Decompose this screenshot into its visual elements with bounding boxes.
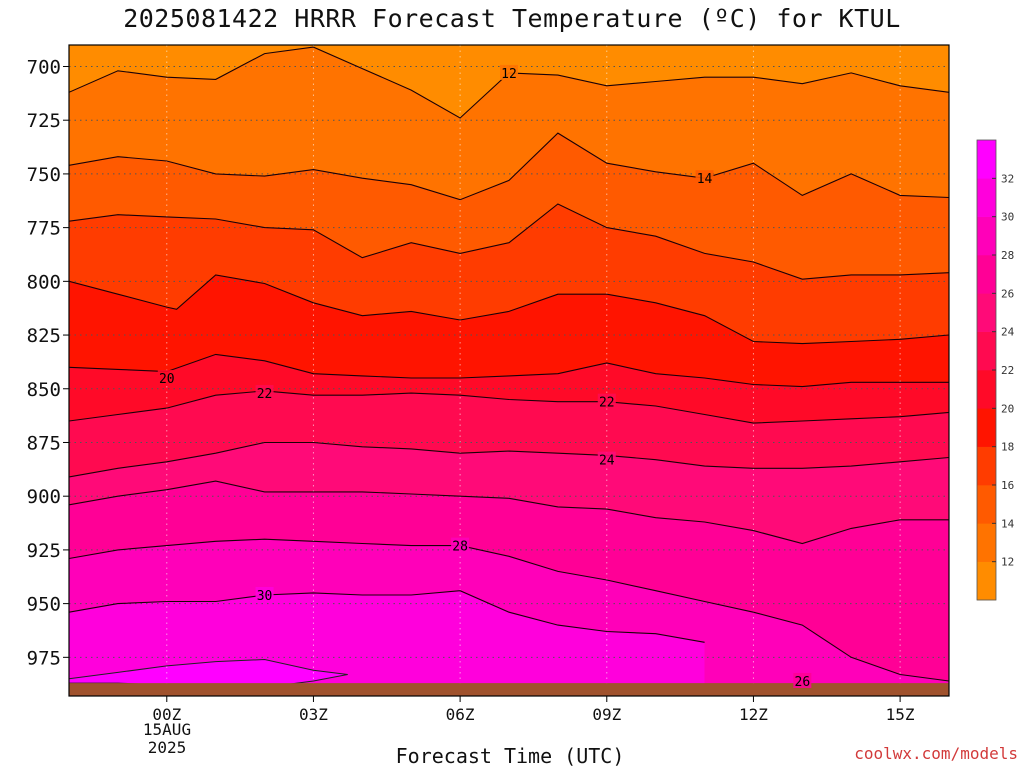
isotherm-26 <box>69 480 949 545</box>
contour-label-bg <box>597 393 616 409</box>
contour-label: 30 <box>257 589 273 604</box>
colorbar-bin <box>977 561 996 601</box>
x-tick-label: 12Z <box>739 705 768 724</box>
contour-label-bg <box>451 537 470 553</box>
colorbar-bin <box>977 140 996 179</box>
isotherm-24 <box>69 441 949 478</box>
isotherm-18 <box>69 274 949 345</box>
x-tick-label: 15Z <box>886 705 915 724</box>
colorbar-bin <box>977 216 996 256</box>
colorbar-tick-label: 32 <box>1001 172 1014 185</box>
colorbar-tick-label: 28 <box>1001 249 1014 262</box>
credit-text: coolwx.com/models <box>854 744 1018 763</box>
date-label-year: 2025 <box>147 738 187 757</box>
contour-label: 26 <box>795 675 811 690</box>
y-tick-label: 750 <box>27 164 61 186</box>
band-below-12 <box>69 45 949 118</box>
x-tick-label: 03Z <box>299 705 328 724</box>
x-tick-label: 00Z <box>152 705 181 724</box>
y-axis: 700 725 750 775 800 825 850 875 900 925 950 975 <box>27 56 69 669</box>
temperature-fill-layer <box>69 45 949 696</box>
contour-label: 12 <box>501 67 517 82</box>
band-28-30-east <box>704 601 949 696</box>
y-tick-label: 875 <box>27 432 61 454</box>
plot-frame <box>68 44 950 697</box>
colorbar-bin <box>977 446 996 486</box>
contour-label-bg <box>255 385 274 401</box>
y-tick-label: 775 <box>27 218 61 240</box>
colorbar-tick-label: 14 <box>1001 517 1015 530</box>
colorbar-bin <box>977 293 996 332</box>
y-tick-label: 700 <box>27 56 61 78</box>
colorbar-tick-label: 16 <box>1001 479 1014 492</box>
y-tick-label: 850 <box>27 379 61 401</box>
contour-label: 20 <box>159 372 175 387</box>
colorbar: 12 14 16 18 20 22 24 26 28 30 32 <box>976 139 1015 601</box>
isotherm-22 <box>69 390 949 424</box>
isotherm-28 <box>69 538 949 682</box>
contour-label-layer: 12 14 20 22 22 24 28 30 26 <box>157 64 812 690</box>
colorbar-tick-label: 30 <box>1001 211 1014 224</box>
x-tick-label: 06Z <box>446 705 475 724</box>
x-axis: 00Z 03Z 06Z 09Z 12Z 15Z <box>152 696 915 724</box>
contour-label: 24 <box>599 454 615 469</box>
colorbar-tick-label: 26 <box>1001 287 1014 300</box>
contour-label-bg <box>500 64 518 80</box>
colorbar-bin <box>977 178 996 217</box>
colorbar-tick-label: 24 <box>1001 326 1015 339</box>
isotherm-30 <box>69 590 705 643</box>
grid-layer <box>69 45 949 696</box>
colorbar-bin <box>977 255 996 294</box>
terrain-strip <box>69 683 949 696</box>
date-label-day: 15AUG <box>142 720 192 739</box>
chart-title: 2025081422 HRRR Forecast Temperature (ºC… <box>123 4 901 33</box>
y-tick-label: 925 <box>27 540 61 562</box>
y-tick-label: 800 <box>27 271 61 293</box>
contour-label: 22 <box>257 387 273 402</box>
isotherm-layer <box>69 46 949 682</box>
x-tick-label: 09Z <box>592 705 621 724</box>
colorbar-bin <box>977 485 996 524</box>
y-tick-label: 975 <box>27 647 61 669</box>
colorbar-tick-label: 18 <box>1001 441 1014 454</box>
contour-label: 22 <box>599 396 615 411</box>
contour-label-bg <box>255 587 274 603</box>
date-label: 15AUG 2025 <box>132 721 202 757</box>
y-tick-label: 825 <box>27 325 61 347</box>
colorbar-bin <box>977 523 996 562</box>
colorbar-bin <box>977 331 996 371</box>
y-tick-label: 950 <box>27 594 61 616</box>
terrain-layer <box>69 683 949 696</box>
isotherm-20 <box>69 353 949 388</box>
contour-label-bg <box>597 451 616 467</box>
colorbar-tick-label: 20 <box>1001 402 1014 415</box>
contour-label-bg <box>157 370 176 386</box>
x-axis-title: Forecast Time (UTC) <box>395 744 625 768</box>
colorbar-tick-label: 22 <box>1001 364 1014 377</box>
contour-label: 14 <box>697 172 713 187</box>
band-below-14 <box>69 45 949 200</box>
contour-label: 28 <box>452 540 468 555</box>
isotherm-16 <box>69 203 949 280</box>
colorbar-bin <box>977 370 996 409</box>
colorbar-tick-label: 12 <box>1001 556 1014 569</box>
contour-label-bg <box>695 170 714 186</box>
y-tick-label: 900 <box>27 486 61 508</box>
y-tick-label: 725 <box>27 110 61 132</box>
contour-label-bg <box>793 672 812 688</box>
colorbar-bin <box>977 408 996 447</box>
isotherm-14 <box>69 132 949 201</box>
